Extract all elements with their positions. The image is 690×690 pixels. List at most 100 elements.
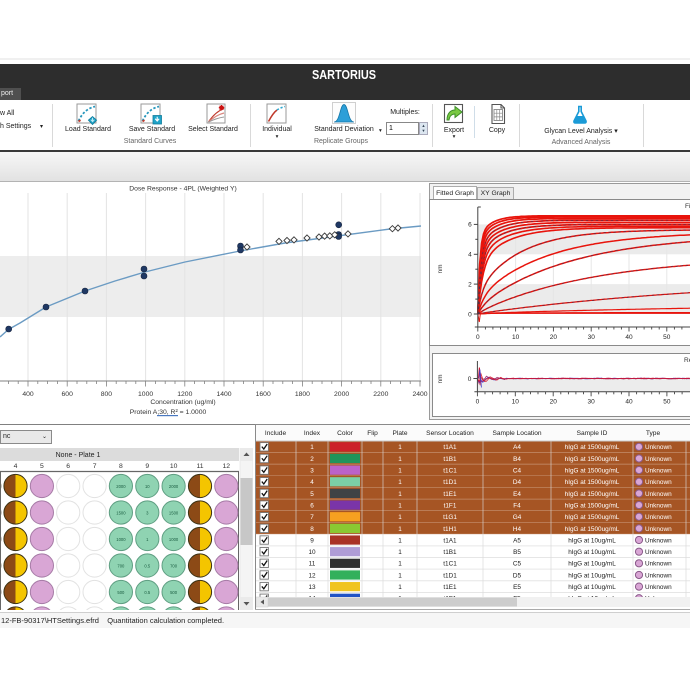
svg-text:Dose Response - 4PL (Weighted: Dose Response - 4PL (Weighted Y)	[129, 186, 237, 193]
svg-text:Unknown: Unknown	[645, 526, 672, 533]
svg-text:1000: 1000	[138, 391, 153, 398]
svg-text:1600: 1600	[256, 391, 271, 398]
svg-text:Unknown: Unknown	[645, 572, 672, 579]
svg-text:D4: D4	[513, 479, 522, 486]
svg-text:1400: 1400	[216, 391, 231, 398]
svg-text:10: 10	[512, 334, 520, 341]
svg-text:1: 1	[398, 537, 402, 544]
svg-text:Protein A;30, R² = 1.0000: Protein A;30, R² = 1.0000	[130, 409, 207, 416]
svg-text:1: 1	[310, 444, 314, 451]
svg-text:8: 8	[119, 463, 123, 470]
svg-text:2000: 2000	[334, 391, 349, 398]
svg-text:600: 600	[62, 391, 74, 398]
svg-text:700: 700	[170, 563, 178, 568]
svg-text:B5: B5	[513, 549, 521, 556]
svg-text:hIgG at 1500ug/mL: hIgG at 1500ug/mL	[565, 456, 620, 463]
svg-text:6: 6	[468, 222, 472, 229]
svg-text:t1G1: t1G1	[443, 514, 457, 521]
svg-text:2400: 2400	[412, 391, 427, 398]
svg-text:40: 40	[625, 334, 633, 341]
svg-text:1: 1	[398, 584, 402, 591]
svg-text:t1E1: t1E1	[443, 584, 457, 591]
svg-text:1800: 1800	[295, 391, 310, 398]
svg-text:nm: nm	[437, 374, 444, 383]
svg-text:Type: Type	[646, 430, 661, 437]
svg-text:hIgG at 10ug/mL: hIgG at 10ug/mL	[568, 549, 616, 556]
svg-text:H4: H4	[513, 526, 522, 533]
svg-text:t1B1: t1B1	[443, 456, 457, 463]
svg-text:1: 1	[398, 561, 402, 568]
svg-text:400: 400	[22, 391, 34, 398]
svg-text:t1D1: t1D1	[443, 479, 457, 486]
svg-text:hIgG at 10ug/mL: hIgG at 10ug/mL	[568, 537, 616, 544]
svg-text:Unknown: Unknown	[645, 479, 672, 486]
svg-text:Re: Re	[684, 357, 690, 364]
svg-text:1: 1	[398, 479, 402, 486]
svg-text:3: 3	[146, 510, 149, 515]
svg-text:30: 30	[588, 334, 596, 341]
svg-text:Unknown: Unknown	[645, 549, 672, 556]
svg-text:1: 1	[398, 596, 402, 603]
svg-text:hIgG at 1500ug/mL: hIgG at 1500ug/mL	[565, 514, 620, 521]
svg-text:5: 5	[40, 463, 44, 470]
svg-text:Plate: Plate	[392, 430, 407, 437]
svg-text:800: 800	[101, 391, 113, 398]
svg-text:50: 50	[663, 334, 671, 341]
svg-text:6: 6	[310, 502, 314, 509]
svg-text:1: 1	[398, 572, 402, 579]
svg-text:4: 4	[14, 463, 18, 470]
svg-text:2000: 2000	[169, 484, 179, 489]
svg-text:t1B1: t1B1	[443, 549, 457, 556]
svg-text:Include: Include	[265, 430, 287, 437]
svg-text:1000: 1000	[169, 537, 179, 542]
svg-text:A4: A4	[513, 444, 521, 451]
svg-text:hIgG at 1500ug/mL: hIgG at 1500ug/mL	[565, 468, 620, 475]
svg-text:2200: 2200	[373, 391, 388, 398]
svg-text:13: 13	[308, 584, 316, 591]
svg-text:11: 11	[196, 463, 203, 470]
svg-text:1: 1	[398, 468, 402, 475]
svg-text:0.5: 0.5	[144, 590, 150, 595]
svg-text:t1E1: t1E1	[443, 491, 457, 498]
svg-text:t1H1: t1H1	[443, 526, 457, 533]
svg-text:0: 0	[476, 398, 480, 405]
svg-text:5: 5	[310, 491, 314, 498]
svg-text:SARTORIUS: SARTORIUS	[312, 68, 376, 82]
svg-text:40: 40	[625, 398, 633, 405]
svg-text:7: 7	[93, 463, 97, 470]
svg-text:1: 1	[398, 491, 402, 498]
svg-text:1: 1	[398, 549, 402, 556]
svg-text:6: 6	[66, 463, 70, 470]
svg-text:0: 0	[476, 334, 480, 341]
svg-text:hIgG at 10ug/mL: hIgG at 10ug/mL	[568, 584, 616, 591]
svg-text:Sample Location: Sample Location	[492, 430, 541, 437]
svg-text:E5: E5	[513, 584, 521, 591]
svg-text:9: 9	[310, 537, 314, 544]
svg-text:None - Plate 1: None - Plate 1	[56, 452, 101, 459]
svg-text:C4: C4	[513, 468, 522, 475]
svg-text:G4: G4	[513, 514, 522, 521]
svg-text:B4: B4	[513, 456, 521, 463]
svg-text:t1D1: t1D1	[443, 572, 457, 579]
svg-text:Index: Index	[304, 430, 321, 437]
svg-text:hIgG at 10ug/mL: hIgG at 10ug/mL	[568, 572, 616, 579]
svg-text:50: 50	[663, 398, 671, 405]
svg-text:Sample ID: Sample ID	[577, 430, 608, 437]
svg-text:Concentration (ug/ml): Concentration (ug/ml)	[150, 399, 215, 406]
svg-text:Unknown: Unknown	[645, 444, 672, 451]
svg-text:hIgG at 10ug/mL: hIgG at 10ug/mL	[568, 596, 616, 603]
svg-text:F5: F5	[513, 596, 521, 603]
svg-text:Unknown: Unknown	[645, 561, 672, 568]
svg-text:11: 11	[309, 561, 316, 568]
svg-text:1: 1	[398, 526, 402, 533]
svg-text:10: 10	[170, 463, 178, 470]
svg-text:hIgG at 10ug/mL: hIgG at 10ug/mL	[568, 561, 616, 568]
svg-text:1500: 1500	[169, 510, 179, 515]
svg-text:1: 1	[398, 456, 402, 463]
svg-text:1: 1	[398, 502, 402, 509]
svg-text:Unknown: Unknown	[645, 514, 672, 521]
svg-text:Flip: Flip	[367, 430, 378, 437]
svg-text:20: 20	[550, 398, 558, 405]
svg-text:20: 20	[550, 334, 558, 341]
svg-text:2: 2	[468, 281, 472, 288]
